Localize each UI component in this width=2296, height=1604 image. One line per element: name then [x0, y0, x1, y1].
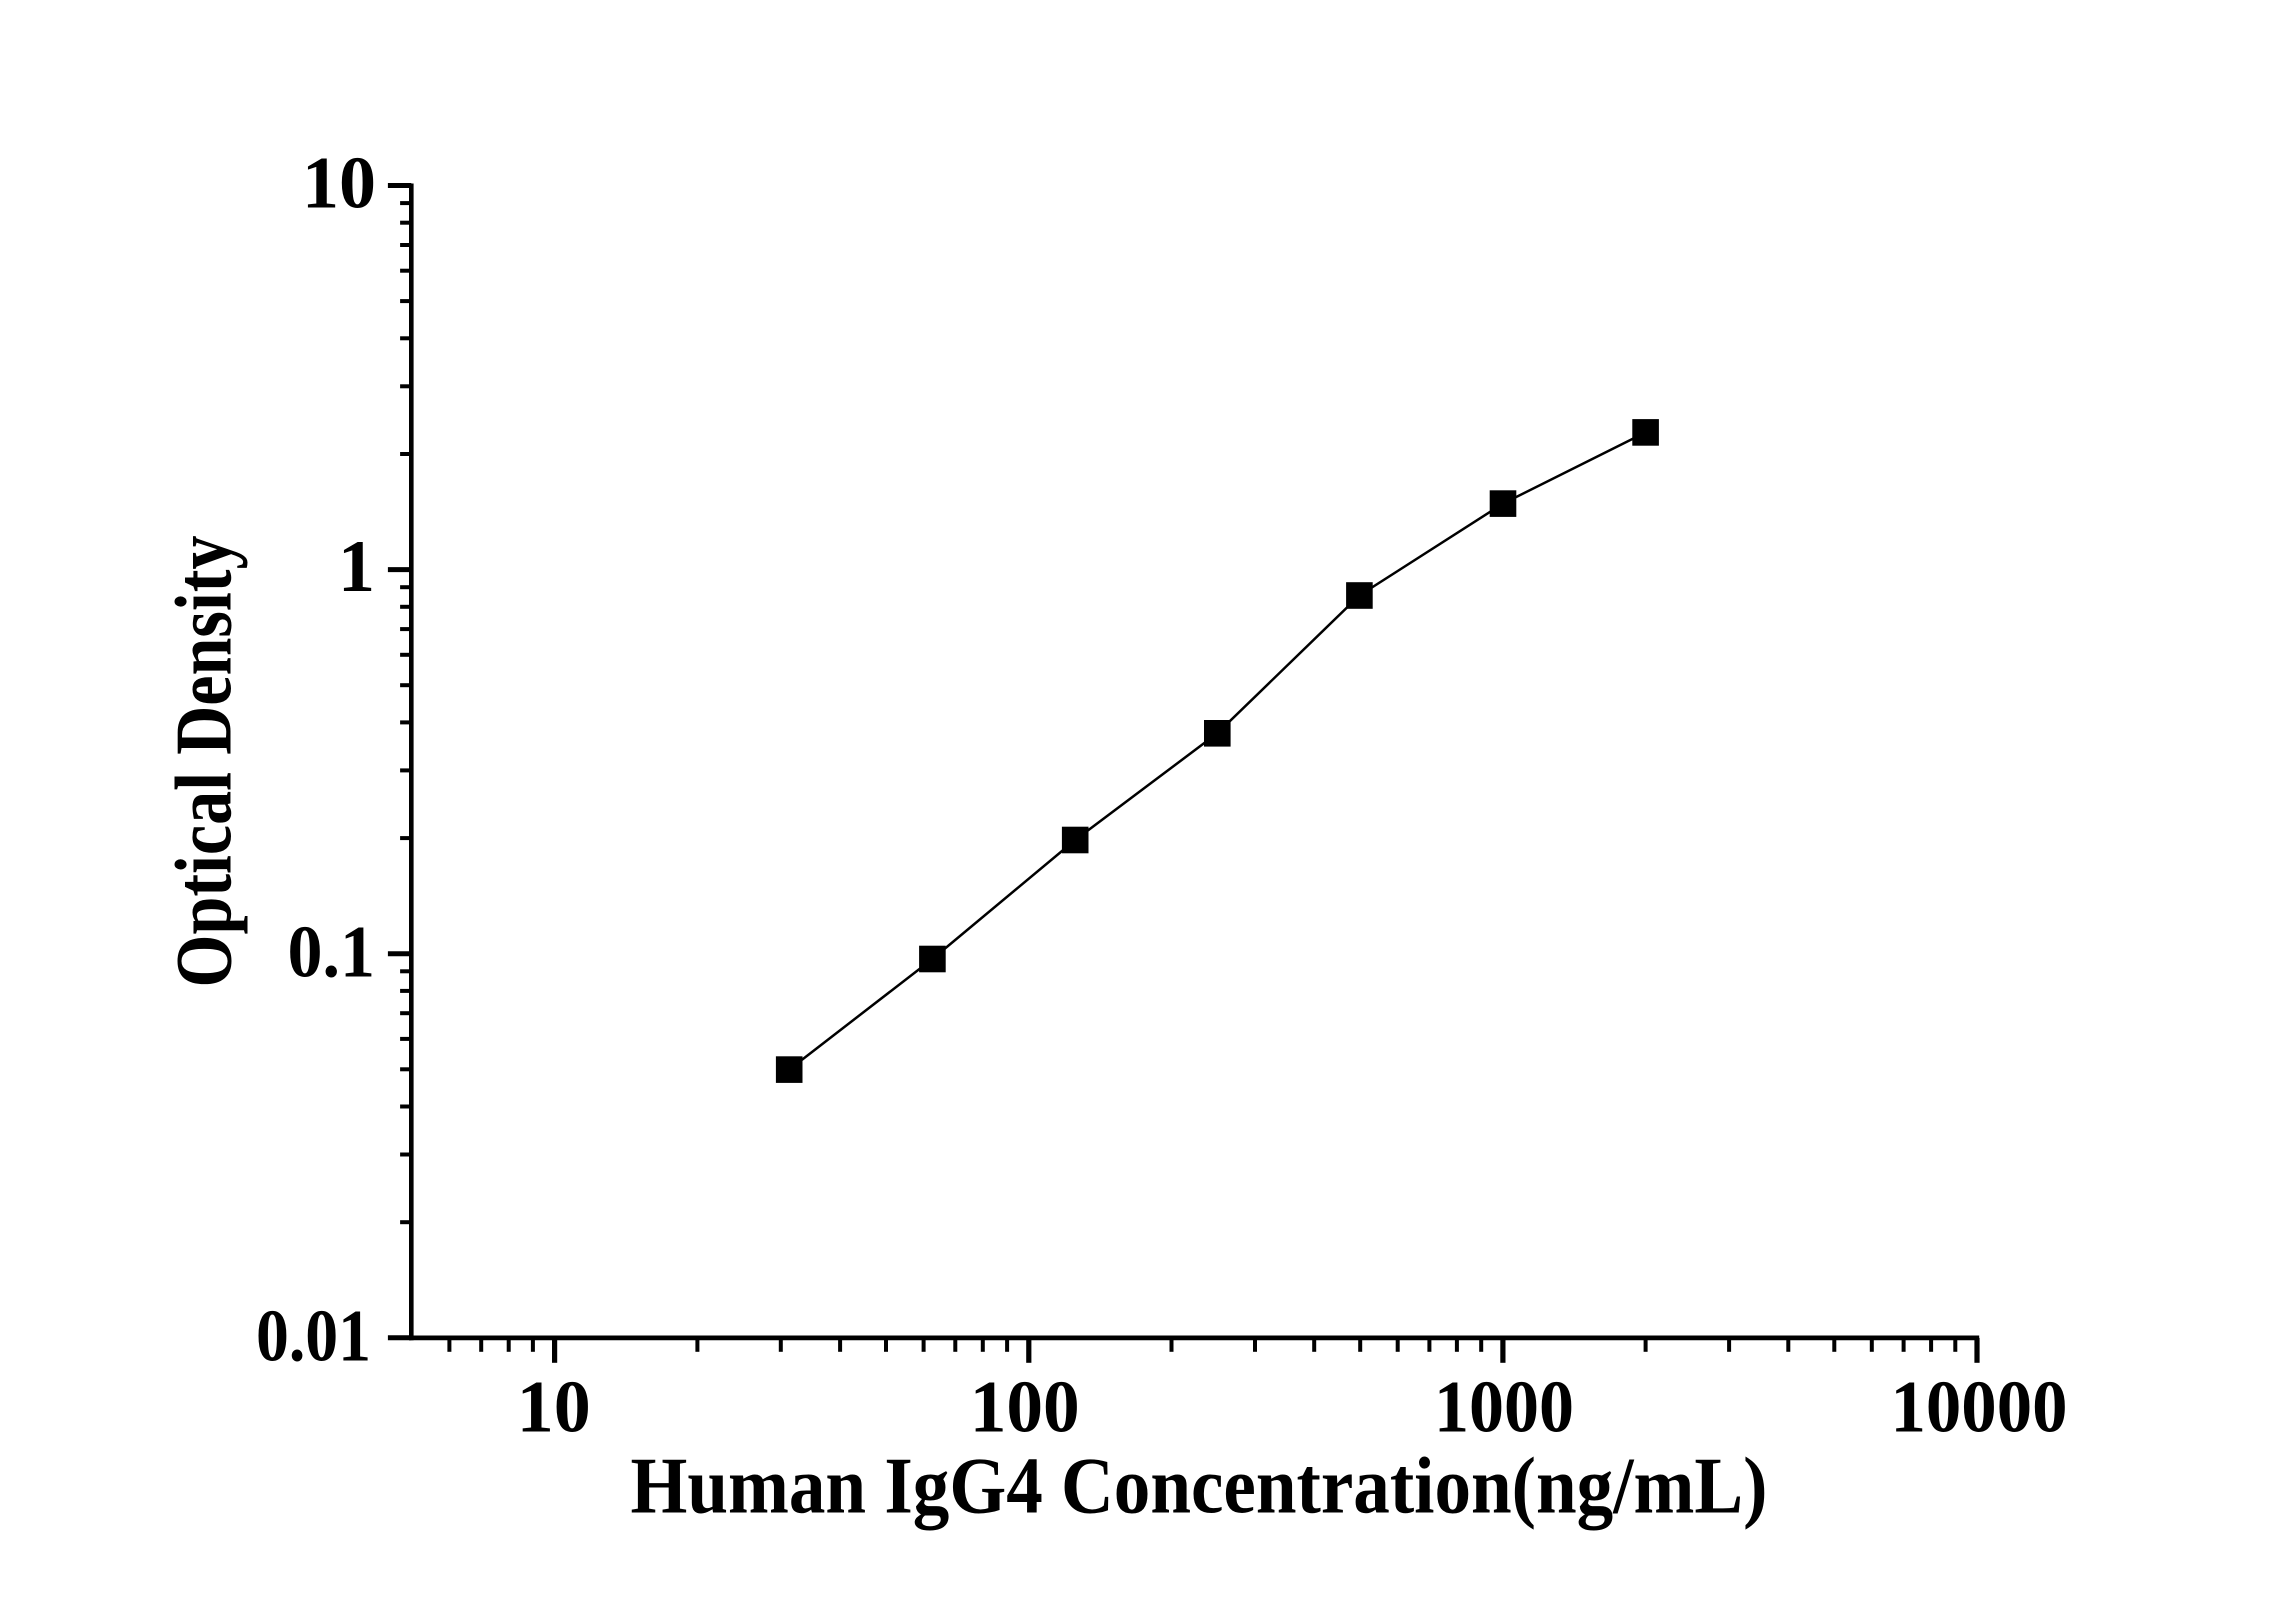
svg-text:1000: 1000: [1434, 1367, 1574, 1449]
svg-text:Human IgG4 Concentration(ng/mL: Human IgG4 Concentration(ng/mL): [631, 1443, 1768, 1531]
svg-text:10000: 10000: [1891, 1367, 2068, 1449]
svg-text:10: 10: [302, 142, 376, 224]
svg-text:Optical Density: Optical Density: [161, 536, 249, 988]
svg-text:0.1: 0.1: [288, 911, 376, 993]
svg-text:10: 10: [517, 1367, 591, 1449]
svg-text:1: 1: [338, 526, 375, 608]
svg-text:0.01: 0.01: [256, 1295, 371, 1377]
svg-text:100: 100: [970, 1367, 1080, 1449]
